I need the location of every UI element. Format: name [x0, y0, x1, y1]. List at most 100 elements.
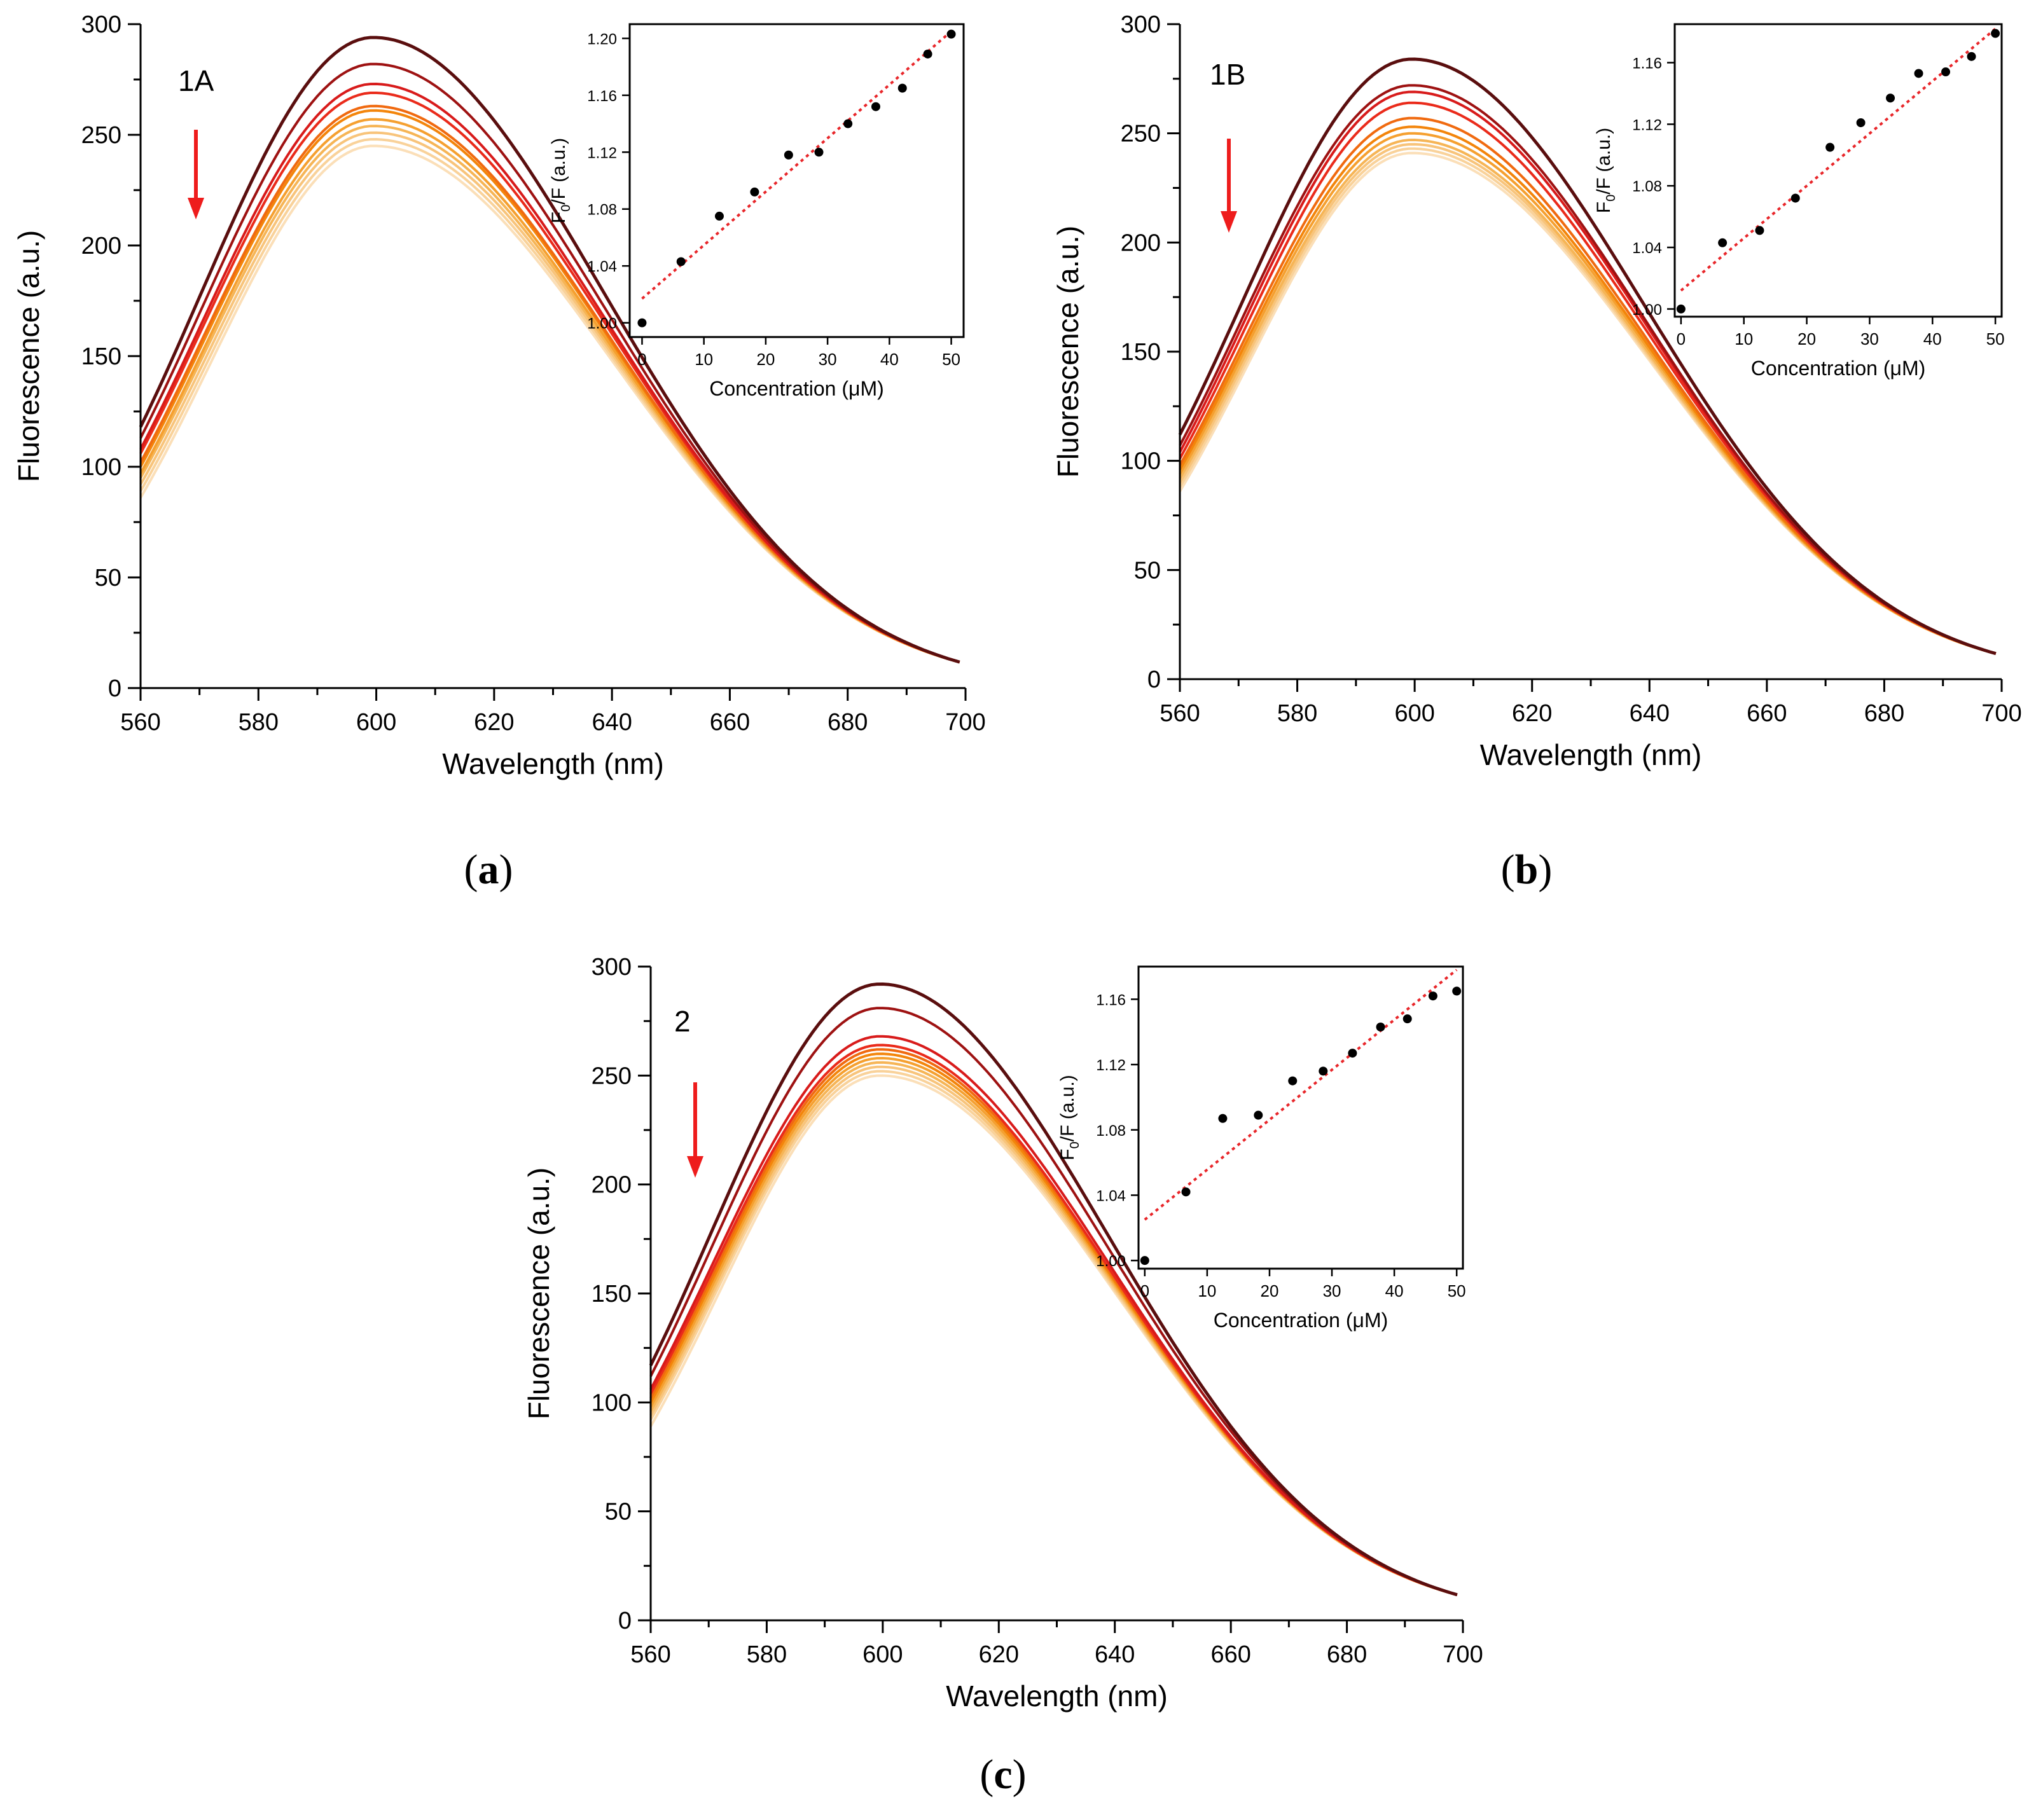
- y-axis-title: Fluorescence (a.u.): [12, 230, 45, 482]
- y-tick-label: 250: [1121, 121, 1161, 148]
- inset-data-point: [1755, 226, 1764, 235]
- inset-frame: [628, 23, 965, 338]
- inset-x-tick-label: 10: [695, 350, 713, 369]
- inset-data-point: [814, 148, 824, 157]
- x-tick-label: 600: [356, 709, 396, 736]
- sample-label: 1A: [178, 64, 214, 97]
- inset-x-tick-label: 10: [1735, 329, 1753, 348]
- inset-data-point: [1376, 1023, 1385, 1031]
- inset-x-tick-label: 30: [1860, 329, 1879, 348]
- sample-label: 1B: [1210, 58, 1245, 91]
- x-tick-label: 640: [592, 709, 632, 736]
- x-tick-label: 640: [1095, 1641, 1135, 1668]
- sample-label: 2: [674, 1005, 691, 1038]
- x-axis-title: Wavelength (nm): [442, 747, 664, 780]
- inset-plot: 0 10 20 30 40 50 1.00 1.04 1.08 1.12 1.16 Concentra…: [1593, 23, 2005, 380]
- inset-fit-line: [641, 30, 952, 300]
- x-tick-label: 680: [828, 709, 868, 736]
- panel-c: 560 580 600 620 640 660 680 7000501001502002503…: [522, 954, 1483, 1798]
- inset-data-point: [676, 257, 686, 266]
- x-tick-label: 580: [1277, 700, 1317, 727]
- x-tick-label: 620: [979, 1641, 1019, 1668]
- x-tick-label: 600: [1394, 700, 1434, 727]
- inset-data-point: [1452, 986, 1462, 996]
- y-tick-label: 50: [605, 1499, 632, 1526]
- caption-part: ): [499, 846, 513, 893]
- inset-x-axis-title: Concentration (μM): [1751, 357, 1926, 380]
- inset-data-point: [1181, 1187, 1191, 1197]
- inset-y-tick-label: 1.04: [587, 258, 617, 275]
- inset-data-point: [1676, 304, 1686, 314]
- inset-y-axis-title: F0/F (a.u.): [548, 138, 573, 223]
- x-tick-label: 660: [710, 709, 750, 736]
- inset-data-point: [1886, 93, 1895, 103]
- inset-y-tick-label: 1.16: [1096, 991, 1126, 1009]
- panel-a: 560 580 600 620 640 660 680 7000501001502002503…: [12, 11, 986, 893]
- inset-y-title-sub: 0: [1604, 195, 1618, 202]
- x-tick-label: 580: [239, 709, 279, 736]
- inset-x-tick-label: 40: [1385, 1281, 1404, 1300]
- inset-data-point: [1140, 1256, 1149, 1265]
- x-tick-label: 620: [1512, 700, 1552, 727]
- inset-y-tick-label: 1.00: [1096, 1253, 1126, 1270]
- inset-y-tick-label: 1.08: [1096, 1122, 1126, 1140]
- inset-y-title-rest: /F (a.u.): [1057, 1075, 1078, 1141]
- y-tick-label: 100: [592, 1389, 632, 1416]
- inset-y-tick-label: 1.04: [1096, 1187, 1126, 1204]
- inset-x-tick-label: 0: [1677, 329, 1686, 348]
- inset-y-title-sub: 0: [559, 205, 573, 212]
- y-tick-label: 150: [81, 343, 121, 370]
- inset-y-tick-label: 1.12: [587, 144, 617, 162]
- y-tick-label: 50: [95, 565, 121, 591]
- x-tick-label: 560: [1160, 700, 1200, 727]
- inset-data-point: [714, 211, 724, 221]
- inset-x-tick-label: 50: [1448, 1281, 1466, 1300]
- x-tick-label: 560: [630, 1641, 670, 1668]
- inset-plot: 0 10 20 30 40 50 1.00 1.04 1.08 1.12 1.16 Concentra…: [1057, 965, 1466, 1332]
- inset-y-title-main: F: [1593, 202, 1614, 213]
- inset-y-title-sub: 0: [1068, 1141, 1082, 1148]
- spectrum-line-1: [649, 982, 1458, 1597]
- inset-data-point: [1218, 1113, 1228, 1123]
- y-tick-label: 100: [81, 454, 121, 481]
- y-tick-label: 150: [592, 1281, 632, 1307]
- arrow-head: [687, 1156, 703, 1178]
- caption-part: b: [1515, 846, 1539, 893]
- x-tick-label: 680: [1864, 700, 1904, 727]
- inset-y-title-main: F: [548, 212, 569, 223]
- inset-data-point: [1348, 1049, 1357, 1058]
- inset-y-tick-label: 1.16: [587, 88, 617, 105]
- inset-data-point: [1402, 1014, 1412, 1024]
- inset-x-tick-label: 30: [1323, 1281, 1341, 1300]
- inset-data-point: [871, 102, 880, 111]
- y-tick-label: 200: [81, 233, 121, 259]
- inset-y-title-rest: /F (a.u.): [548, 138, 569, 205]
- y-tick-label: 50: [1134, 557, 1161, 584]
- y-tick-label: 250: [81, 122, 121, 149]
- inset-y-tick-label: 1.12: [1632, 116, 1662, 134]
- y-axis-title: Fluorescence (a.u.): [522, 1168, 555, 1419]
- inset-data-point: [1428, 991, 1437, 1001]
- inset-x-tick-label: 20: [1797, 329, 1816, 348]
- spectrum-line-1: [139, 36, 960, 664]
- y-tick-label: 250: [592, 1063, 632, 1089]
- y-tick-label: 300: [1121, 11, 1161, 38]
- inset-x-tick-label: 0: [637, 350, 646, 369]
- x-tick-label: 640: [1630, 700, 1670, 727]
- spectrum-line-3: [649, 1035, 1458, 1596]
- inset-data-point: [1254, 1110, 1263, 1120]
- caption-part: ): [1538, 846, 1552, 893]
- inset-data-point: [1967, 52, 1976, 61]
- inset-data-point: [1941, 67, 1951, 77]
- inset-y-tick-label: 1.12: [1096, 1057, 1126, 1074]
- inset-data-point: [923, 49, 932, 59]
- inset-data-point: [1856, 118, 1866, 127]
- arrow-head: [188, 198, 204, 219]
- inset-fit-line: [1680, 27, 1997, 292]
- inset-y-title-rest: /F (a.u.): [1593, 128, 1614, 195]
- y-tick-label: 0: [618, 1608, 632, 1634]
- inset-y-tick-label: 1.20: [587, 31, 617, 48]
- inset-data-point: [784, 150, 793, 160]
- panel-caption: (b): [1501, 846, 1553, 893]
- caption-part: a: [478, 846, 499, 893]
